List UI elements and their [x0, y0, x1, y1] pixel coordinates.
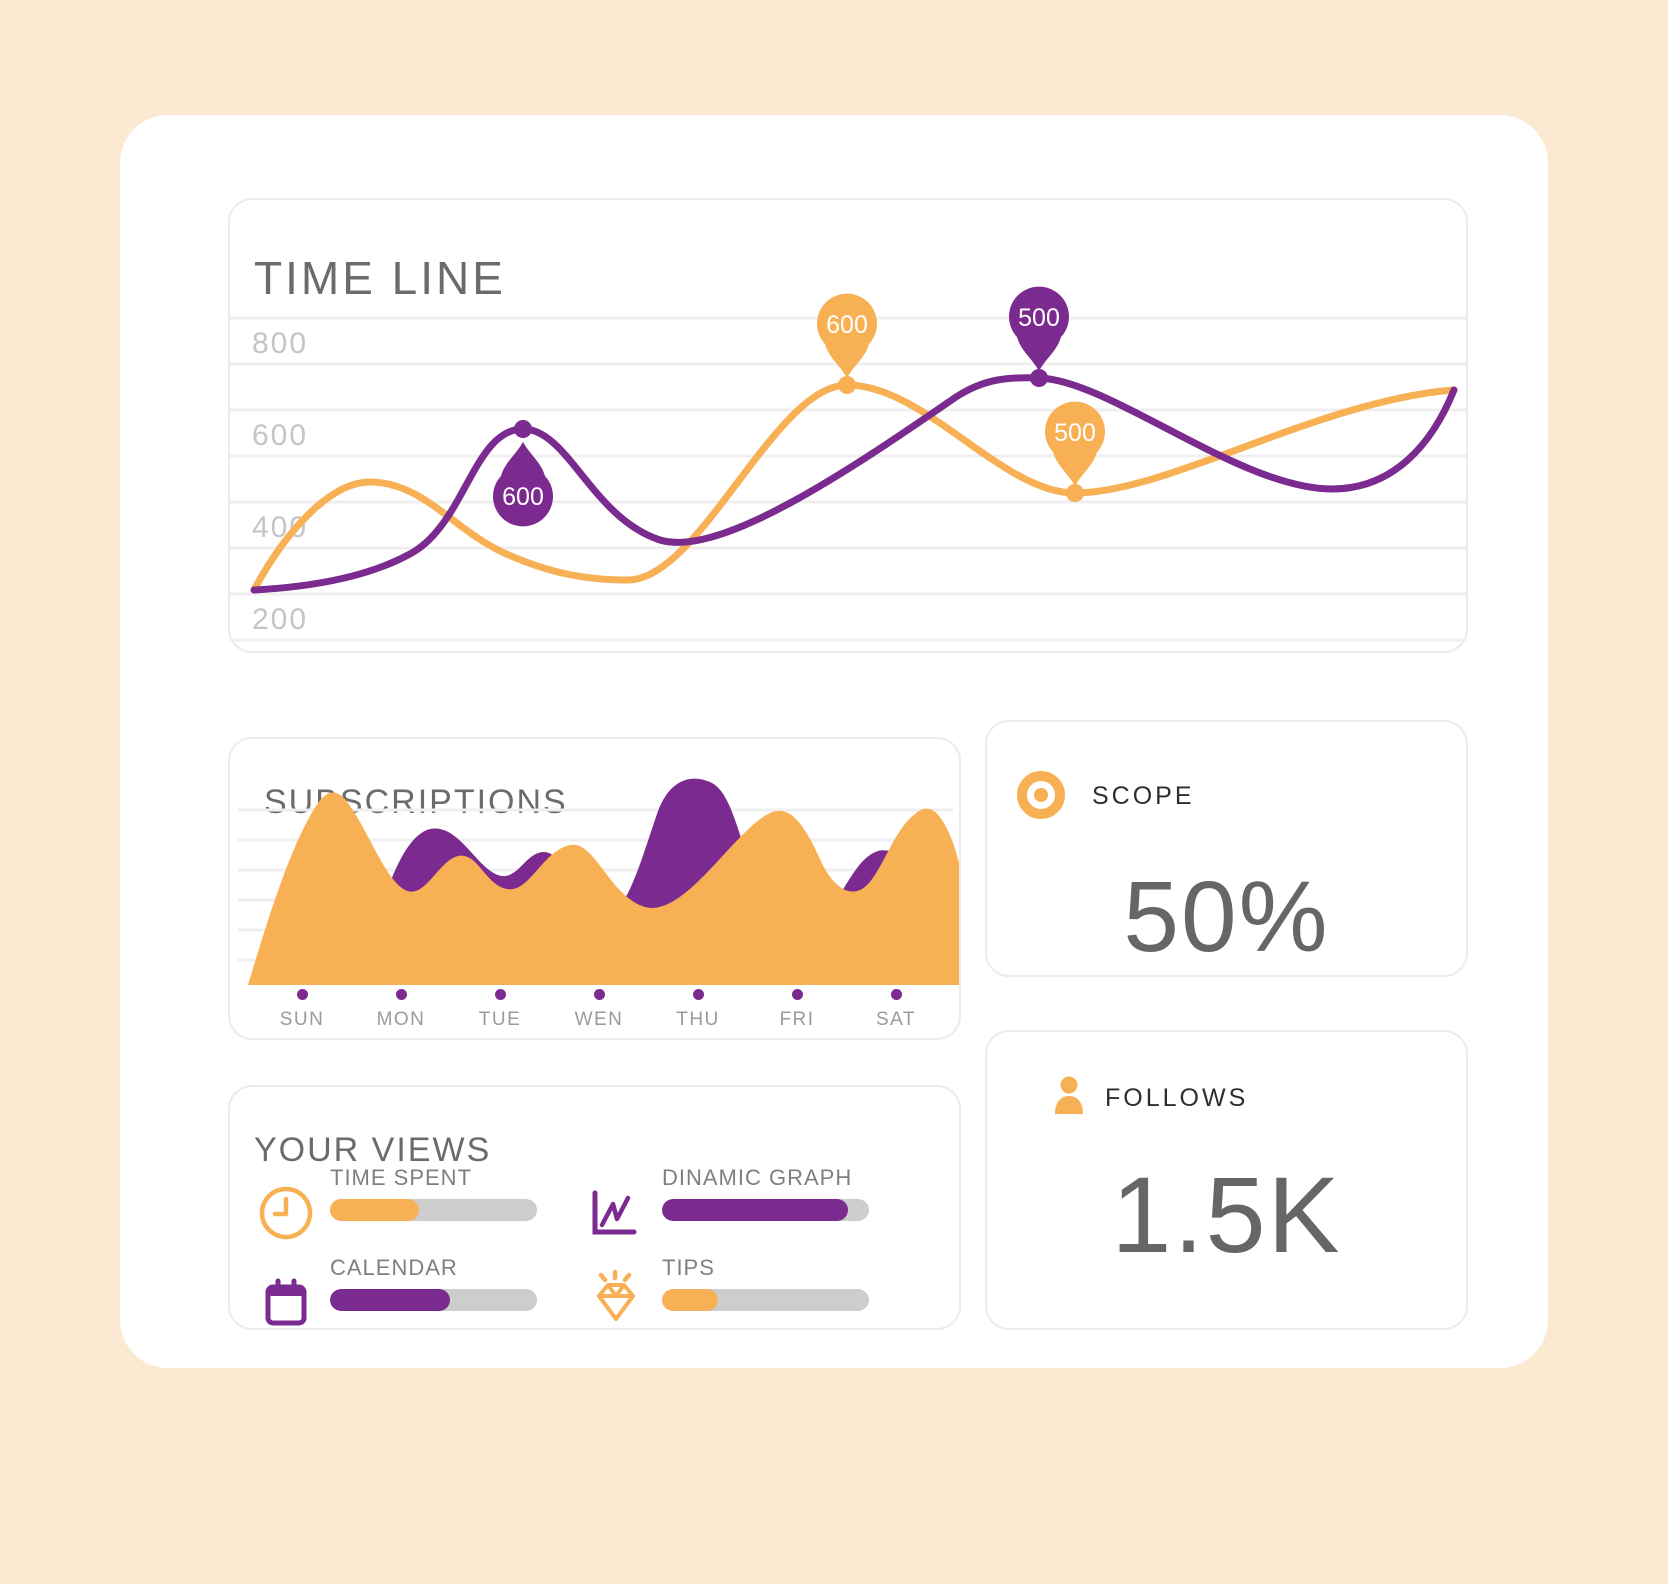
y-axis-tick-600: 600 [252, 419, 309, 452]
svg-text:500: 500 [1018, 304, 1060, 332]
day-label: THU [676, 1009, 720, 1030]
day-label: FRI [779, 1009, 815, 1030]
day-label: MON [376, 1009, 426, 1030]
clock-icon [256, 1183, 316, 1248]
tips-progress-bar [662, 1289, 869, 1311]
day-item-tue: TUE [455, 989, 545, 1031]
day-label: TUE [478, 1009, 522, 1030]
orange-series-line [250, 381, 1458, 594]
day-dot [890, 989, 902, 1000]
dashboard-card: TIME LINE 800 600 400 200 [120, 115, 1548, 1368]
day-dot [692, 989, 704, 1000]
your-views-title: YOUR VIEWS [254, 1131, 492, 1170]
y-axis-tick-200: 200 [252, 603, 309, 636]
follows-label: FOLLOWS [1105, 1084, 1249, 1112]
orange-point-markers [838, 376, 1084, 502]
scope-panel: SCOPE 50% [985, 720, 1468, 977]
day-label: SAT [875, 1009, 917, 1030]
dinamic-graph-label: DINAMIC GRAPH [662, 1165, 853, 1190]
day-label: WEN [574, 1009, 624, 1030]
svg-text:600: 600 [826, 311, 868, 339]
scope-label: SCOPE [1092, 782, 1195, 810]
follows-panel: FOLLOWS 1.5K [985, 1030, 1468, 1330]
tips-progress-fill [662, 1289, 718, 1311]
dinamic-graph-progress-fill [662, 1199, 849, 1221]
purple-point-markers [514, 369, 1048, 438]
calendar-icon [256, 1273, 316, 1338]
day-item-wen: WEN [554, 989, 644, 1031]
orange-area-series [248, 792, 959, 985]
person-icon [1045, 1072, 1093, 1125]
svg-text:500: 500 [1054, 419, 1096, 447]
day-dot [494, 989, 506, 1000]
day-item-mon: MON [356, 989, 446, 1031]
time-spent-label: TIME SPENT [330, 1165, 473, 1190]
time-spent-progress-fill [330, 1199, 419, 1221]
day-item-fri: FRI [752, 989, 842, 1031]
calendar-progress-bar [330, 1289, 537, 1311]
y-axis-tick-800: 800 [252, 327, 309, 360]
purple-series-line [250, 374, 1458, 594]
callout-purple-600-drop: 600 [493, 442, 553, 527]
calendar-progress-fill [330, 1289, 451, 1311]
day-item-sun: SUN [257, 989, 347, 1031]
time-spent-progress-bar [330, 1199, 537, 1221]
timeline-chart: 600 600 500 500 [230, 286, 1466, 642]
scope-value: 50% [1123, 861, 1330, 973]
day-dot [791, 989, 803, 1000]
timeline-panel: TIME LINE 800 600 400 200 [228, 198, 1468, 653]
day-label: SUN [279, 1009, 325, 1030]
subscriptions-panel: SUBSCRIPTIONS SUN [228, 737, 961, 1040]
day-dot [593, 989, 605, 1000]
dinamic-graph-progress-bar [662, 1199, 869, 1221]
callout-orange-500-pin: 500 [1045, 401, 1105, 486]
line-graph-icon [582, 1183, 642, 1248]
tips-label: TIPS [662, 1255, 715, 1280]
day-item-sat: SAT [851, 989, 941, 1031]
day-dot [296, 989, 308, 1000]
your-views-panel: YOUR VIEWS TIME SPENT DINAMIC GRAPH [228, 1085, 961, 1330]
calendar-label: CALENDAR [330, 1255, 458, 1280]
day-dot [395, 989, 407, 1000]
target-icon [1013, 767, 1069, 828]
follows-value: 1.5K [1111, 1154, 1342, 1275]
subscriptions-chart [238, 778, 959, 985]
callout-purple-500-pin: 500 [1009, 286, 1069, 371]
timeline-title: TIME LINE [254, 251, 506, 304]
gem-tips-icon [582, 1267, 646, 1336]
callout-orange-600-pin: 600 [817, 293, 877, 378]
day-item-thu: THU [653, 989, 743, 1031]
svg-text:600: 600 [502, 483, 544, 511]
